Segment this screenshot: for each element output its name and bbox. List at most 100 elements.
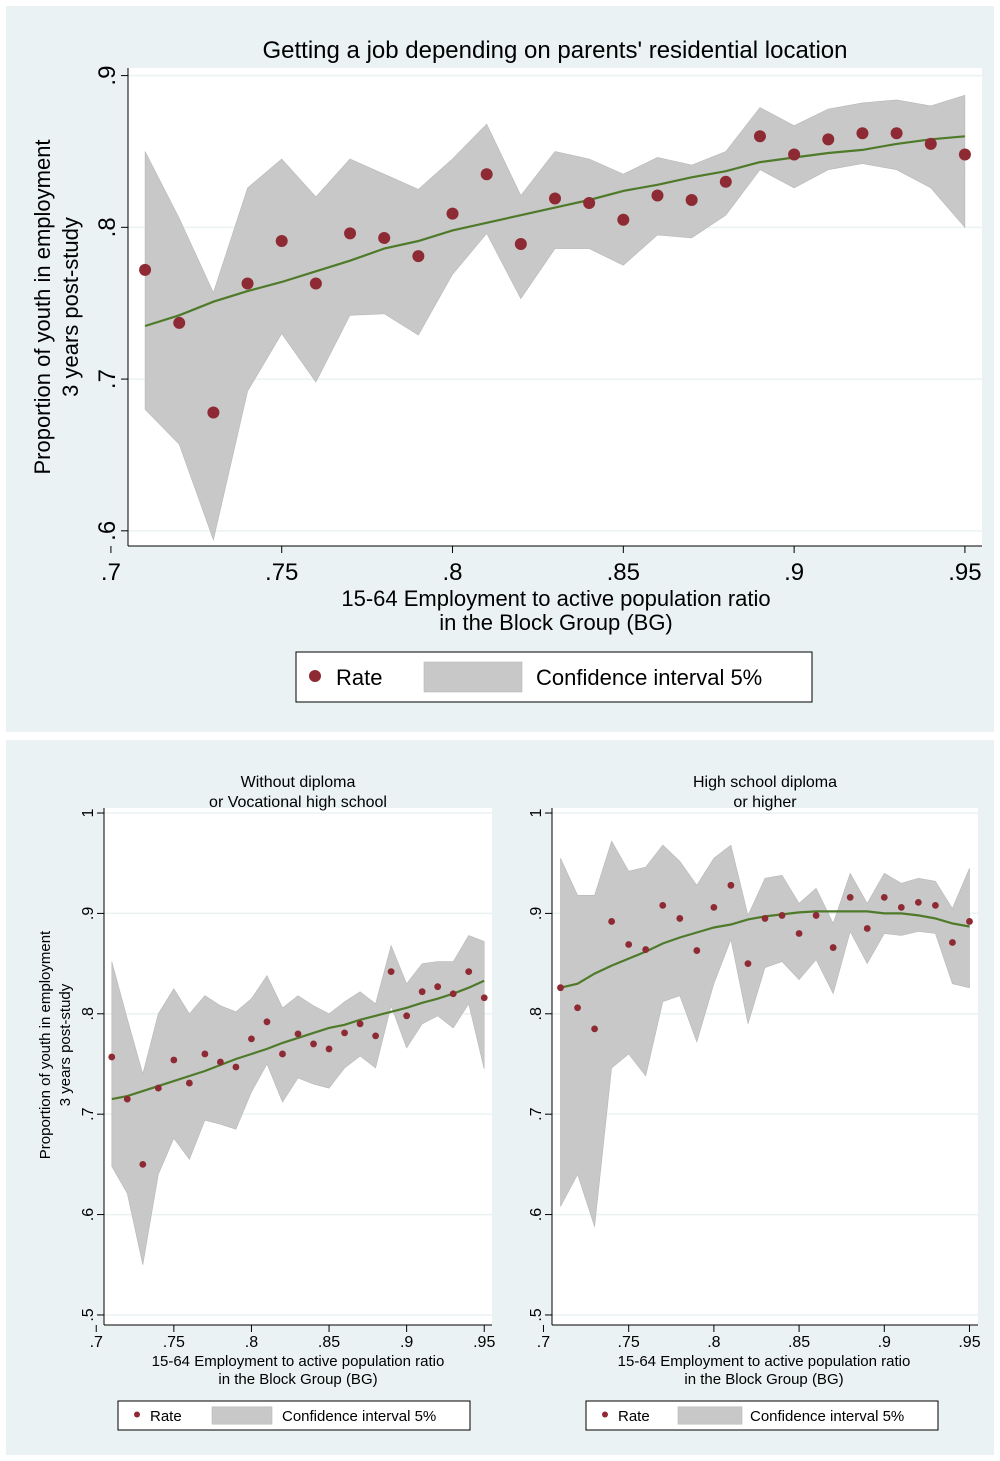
legend-rate-marker	[602, 1411, 608, 1418]
legend: Rate Confidence interval 5%	[295, 651, 813, 703]
rate-point	[201, 1050, 209, 1058]
x-axis-label: in the Block Group (BG)	[439, 610, 673, 635]
rate-point	[890, 127, 903, 140]
x-tick-label: .8	[707, 1334, 720, 1351]
rate-point	[139, 263, 152, 276]
rate-point	[676, 915, 684, 922]
rate-point	[685, 194, 698, 207]
rate-point	[863, 925, 871, 932]
rate-point	[659, 901, 667, 909]
rate-point	[949, 939, 956, 946]
legend-rate-label: Rate	[336, 665, 382, 690]
legend-box	[585, 1400, 939, 1431]
legend-rate-marker	[134, 1411, 140, 1418]
legend-ci-swatch	[423, 661, 523, 693]
x-tick-label: .7	[537, 1334, 550, 1351]
rate-point	[617, 213, 630, 226]
y-tick-label: .7	[80, 1107, 97, 1120]
rate-point	[378, 231, 391, 244]
rate-point	[480, 168, 493, 181]
rate-point	[651, 189, 664, 202]
rate-point	[449, 990, 457, 998]
rate-point	[778, 912, 786, 919]
y-tick-label: .7	[94, 369, 121, 389]
y-axis-label: Proportion of youth in employment	[30, 139, 55, 474]
y-tick-label: .6	[94, 521, 121, 541]
x-tick-label: .85	[607, 559, 640, 586]
legend-ci-swatch	[211, 1406, 273, 1425]
x-tick-label: .75	[265, 559, 298, 586]
rate-point	[642, 946, 650, 953]
y-tick-label: .8	[528, 1007, 545, 1020]
rate-point	[583, 197, 596, 210]
legend-ci-swatch	[677, 1406, 743, 1425]
x-axis-label: 15-64 Employment to active population ra…	[341, 586, 770, 611]
chart-title: or higher	[733, 794, 797, 811]
rate-point	[880, 893, 888, 901]
rate-point	[574, 1004, 581, 1012]
rate-point	[207, 406, 220, 419]
x-tick-label: .95	[473, 1334, 495, 1351]
y-tick-label: .6	[528, 1208, 545, 1221]
rate-point	[123, 1095, 131, 1103]
y-axis-label: Proportion of youth in employment	[37, 930, 54, 1159]
rate-point	[344, 227, 357, 240]
rate-point	[434, 983, 442, 991]
rate-point	[356, 1020, 364, 1028]
y-axis-label: 3 years post-study	[57, 983, 74, 1106]
y-axis-label: 3 years post-study	[58, 217, 83, 397]
confidence-band	[144, 94, 966, 541]
rate-point	[608, 918, 616, 925]
y-tick-label: .8	[94, 217, 121, 237]
chart-title: or Vocational high school	[209, 794, 387, 811]
rate-point	[897, 903, 905, 911]
rate-point	[753, 130, 766, 143]
x-tick-label: .8	[245, 1334, 258, 1351]
rate-point	[241, 277, 254, 290]
rate-point	[173, 316, 186, 329]
rate-point	[924, 137, 937, 150]
rate-point	[325, 1045, 333, 1053]
rate-point	[557, 984, 564, 992]
y-tick-label: 1	[528, 808, 545, 817]
rate-point	[788, 148, 801, 161]
legend-ci-label: Confidence interval 5%	[282, 1408, 436, 1425]
rate-point	[412, 250, 425, 263]
y-tick-label: .9	[80, 907, 97, 920]
x-tick-label: .9	[784, 559, 804, 586]
rate-point	[846, 893, 854, 901]
y-tick-label: .9	[528, 907, 545, 920]
rate-point	[591, 1025, 598, 1033]
chart-right: .5 .6 .7 .8 .9 1 .7 .75 .8 .85 .9 .95 High school di…	[528, 774, 981, 1431]
chart-main: .6 .7 .8 .9 .7 .75 .8 .85 .9 .95 Getting a job dep…	[30, 37, 982, 703]
rate-point	[719, 175, 732, 188]
x-tick-label: .9	[400, 1334, 413, 1351]
legend-box	[117, 1400, 471, 1431]
legend-box	[295, 651, 813, 703]
y-tick-label: .8	[80, 1007, 97, 1020]
rate-point	[856, 127, 869, 140]
x-tick-label: .85	[318, 1334, 340, 1351]
rate-point	[279, 1050, 286, 1058]
rate-point	[514, 238, 527, 251]
chart-title: Getting a job depending on parents' resi…	[263, 37, 848, 64]
x-axis-label: 15-64 Employment to active population ra…	[618, 1353, 911, 1370]
rate-point	[108, 1053, 116, 1061]
rate-point	[418, 988, 426, 996]
rate-point	[294, 1030, 302, 1038]
rate-point	[185, 1079, 193, 1087]
rate-point	[275, 234, 288, 247]
y-tick-label: .5	[80, 1308, 97, 1321]
rate-point	[625, 941, 633, 948]
legend: Rate Confidence interval 5%	[585, 1400, 939, 1431]
rate-point	[693, 947, 701, 954]
x-tick-label: .95	[948, 559, 981, 586]
fitted-line	[144, 135, 965, 328]
rate-point	[248, 1035, 255, 1043]
x-axis-label: in the Block Group (BG)	[684, 1371, 843, 1388]
rate-point	[372, 1032, 379, 1040]
rate-point	[761, 915, 769, 922]
y-tick-label: .5	[528, 1308, 545, 1321]
x-tick-label: .75	[163, 1334, 185, 1351]
